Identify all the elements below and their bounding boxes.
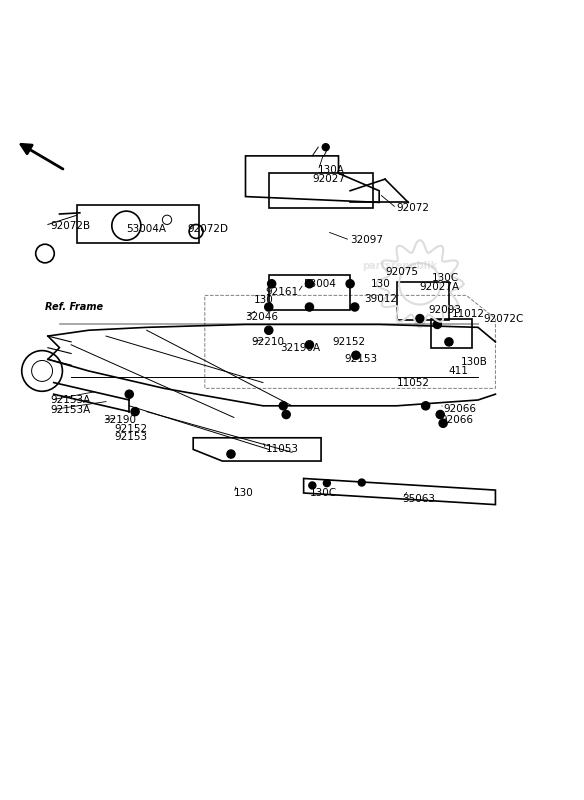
Text: 92027: 92027: [312, 174, 345, 184]
Circle shape: [322, 144, 329, 150]
Text: 32190: 32190: [103, 415, 136, 426]
Text: 11052: 11052: [397, 378, 430, 387]
Text: 11053: 11053: [266, 445, 299, 454]
Circle shape: [352, 351, 360, 359]
Text: 92152: 92152: [114, 424, 148, 434]
Text: 92093: 92093: [429, 305, 461, 315]
Circle shape: [358, 479, 365, 486]
Circle shape: [265, 303, 273, 311]
Bar: [269, 174, 373, 208]
Text: 92072: 92072: [397, 203, 430, 213]
Text: 35063: 35063: [402, 494, 436, 504]
Text: 92153A: 92153A: [51, 405, 91, 415]
Circle shape: [346, 280, 354, 288]
Circle shape: [267, 280, 276, 288]
Text: partsrepublik: partsrepublik: [361, 262, 437, 271]
Circle shape: [279, 402, 287, 410]
Text: 11012: 11012: [452, 309, 485, 319]
Bar: [432, 318, 472, 348]
Text: 53004: 53004: [304, 278, 336, 289]
Text: 92066: 92066: [440, 415, 473, 426]
Text: 92027A: 92027A: [420, 282, 460, 292]
Text: 130C: 130C: [310, 488, 336, 498]
Circle shape: [436, 410, 444, 418]
Text: 92153A: 92153A: [51, 395, 91, 405]
Circle shape: [265, 326, 273, 334]
Text: 130: 130: [370, 278, 390, 289]
Text: 39012: 39012: [364, 294, 398, 305]
Circle shape: [305, 280, 314, 288]
Text: 92210: 92210: [251, 337, 284, 347]
Text: 32190A: 32190A: [280, 342, 321, 353]
Circle shape: [416, 314, 424, 322]
Text: 92152: 92152: [333, 337, 366, 347]
Circle shape: [125, 390, 133, 398]
Text: 53004A: 53004A: [126, 223, 166, 234]
Circle shape: [131, 407, 139, 416]
Text: Ref. Frame: Ref. Frame: [45, 302, 103, 312]
Text: 92075: 92075: [385, 267, 418, 277]
Circle shape: [282, 410, 290, 418]
Text: 92066: 92066: [443, 404, 476, 414]
Circle shape: [351, 303, 359, 311]
Circle shape: [422, 402, 430, 410]
Text: 130C: 130C: [432, 273, 458, 283]
Circle shape: [305, 303, 314, 311]
Bar: [397, 282, 449, 320]
Text: 32046: 32046: [245, 312, 279, 322]
Circle shape: [433, 320, 442, 329]
Text: 92072C: 92072C: [484, 314, 524, 324]
Circle shape: [439, 419, 447, 427]
Text: 411: 411: [449, 366, 469, 376]
Circle shape: [309, 482, 316, 489]
Text: 92153: 92153: [114, 432, 148, 442]
Text: 130: 130: [234, 488, 253, 498]
Circle shape: [227, 450, 235, 458]
Text: 32097: 32097: [350, 235, 383, 245]
Circle shape: [324, 480, 331, 486]
Text: 92153: 92153: [345, 354, 377, 364]
Bar: [269, 275, 350, 310]
Text: 92072D: 92072D: [187, 223, 228, 234]
Text: 92072B: 92072B: [51, 221, 91, 230]
Text: 130B: 130B: [461, 358, 488, 367]
Circle shape: [305, 341, 314, 349]
Text: 130A: 130A: [318, 166, 345, 175]
Circle shape: [445, 338, 453, 346]
Text: 130: 130: [254, 295, 274, 305]
Text: 92161: 92161: [266, 287, 299, 298]
